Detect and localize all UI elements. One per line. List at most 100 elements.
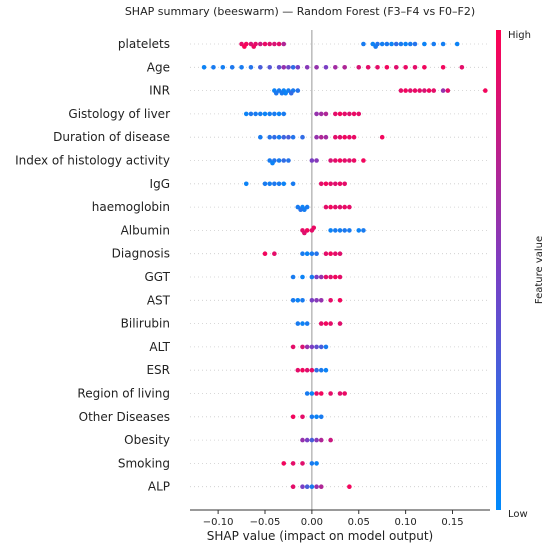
x-tick-label: −0.10: [203, 517, 234, 528]
shap-point: [267, 181, 272, 187]
shap-point: [337, 251, 343, 256]
shap-point: [347, 484, 352, 490]
shap-point: [267, 134, 272, 140]
shap-point: [281, 111, 287, 117]
x-axis: −0.10 −0.05 0.00 0.05 0.10 0.15 SHAP value (im…: [190, 509, 490, 543]
shap-point: [328, 158, 333, 163]
shap-point: [318, 181, 324, 187]
shap-point: [318, 414, 324, 420]
feature-label: Obesity: [124, 433, 170, 447]
shap-point: [323, 321, 329, 326]
shap-point: [314, 158, 319, 163]
feature-label: ALP: [148, 480, 170, 494]
shap-point: [398, 41, 404, 47]
shap-point: [422, 88, 427, 93]
shap-point: [272, 181, 277, 187]
shap-point: [323, 111, 329, 117]
shap-point: [342, 158, 347, 163]
shap-point: [347, 204, 352, 210]
colorbar-high-label: High: [508, 30, 531, 41]
shap-point: [304, 391, 310, 396]
shap-point: [286, 65, 291, 70]
shap-point: [290, 298, 296, 303]
shap-point: [281, 134, 287, 140]
shap-point: [220, 65, 226, 70]
shap-point: [323, 134, 329, 140]
shap-point: [333, 251, 338, 256]
shap-point: [337, 298, 343, 303]
shap-point: [361, 158, 366, 163]
feature-label: ESR: [146, 363, 170, 377]
shap-point: [258, 111, 263, 117]
shap-point: [281, 158, 287, 163]
shap-point: [342, 134, 347, 140]
shap-point: [272, 111, 277, 117]
shap-point: [337, 228, 343, 233]
shap-point: [281, 41, 287, 47]
shap-point: [314, 414, 319, 420]
shap-point: [323, 274, 329, 280]
shap-point: [309, 391, 315, 396]
shap-point: [337, 134, 343, 140]
feature-label: AST: [147, 293, 171, 307]
shap-point: [351, 111, 357, 117]
shap-point: [243, 111, 249, 117]
shap-point: [288, 90, 294, 96]
shap-point: [314, 461, 319, 466]
shap-point: [333, 158, 338, 163]
shap-point: [314, 437, 319, 443]
shap-point: [309, 367, 315, 373]
shap-point: [211, 65, 216, 70]
shap-point: [304, 251, 310, 256]
shap-point: [318, 321, 324, 326]
shap-point: [283, 90, 288, 96]
shap-point: [270, 160, 275, 166]
shap-point: [422, 41, 427, 47]
shap-point: [290, 274, 296, 280]
shap-point: [408, 41, 413, 47]
shap-point: [422, 65, 427, 70]
shap-point: [318, 391, 324, 396]
x-tick-label: −0.05: [250, 517, 281, 528]
shap-point: [318, 134, 324, 140]
shap-point: [309, 414, 315, 420]
shap-point: [337, 111, 343, 117]
shap-point: [356, 228, 362, 233]
shap-point: [273, 90, 279, 96]
shap-point: [328, 274, 333, 280]
shap-point: [384, 41, 390, 47]
shap-point: [304, 484, 310, 490]
shap-point: [333, 111, 338, 117]
shap-point: [239, 65, 244, 70]
shap-point: [342, 65, 347, 70]
shap-point: [309, 344, 315, 350]
shap-point: [426, 88, 432, 93]
shap-point: [311, 225, 317, 231]
shap-point: [300, 414, 305, 420]
shap-point: [304, 437, 310, 443]
shap-point: [356, 65, 362, 70]
shap-point: [286, 134, 291, 140]
shap-point: [267, 65, 272, 70]
shap-point: [347, 228, 352, 233]
shap-point: [347, 158, 352, 163]
shap-point: [276, 158, 282, 163]
plot-area: [190, 30, 490, 510]
shap-point: [328, 228, 333, 233]
shap-point: [393, 41, 399, 47]
shap-point: [356, 111, 362, 117]
shap-point: [309, 158, 315, 163]
feature-label: Age: [147, 60, 170, 74]
shap-point: [454, 41, 460, 47]
shap-point: [300, 321, 305, 326]
shap-point: [440, 41, 446, 47]
shap-point: [248, 65, 254, 70]
shap-point: [384, 65, 390, 70]
shap-point: [300, 344, 305, 350]
colorbar-title: Feature value: [534, 236, 545, 304]
shap-point: [290, 181, 296, 187]
x-tick-label: 0.10: [394, 517, 416, 528]
shap-point: [281, 181, 287, 187]
shap-point: [412, 41, 418, 47]
